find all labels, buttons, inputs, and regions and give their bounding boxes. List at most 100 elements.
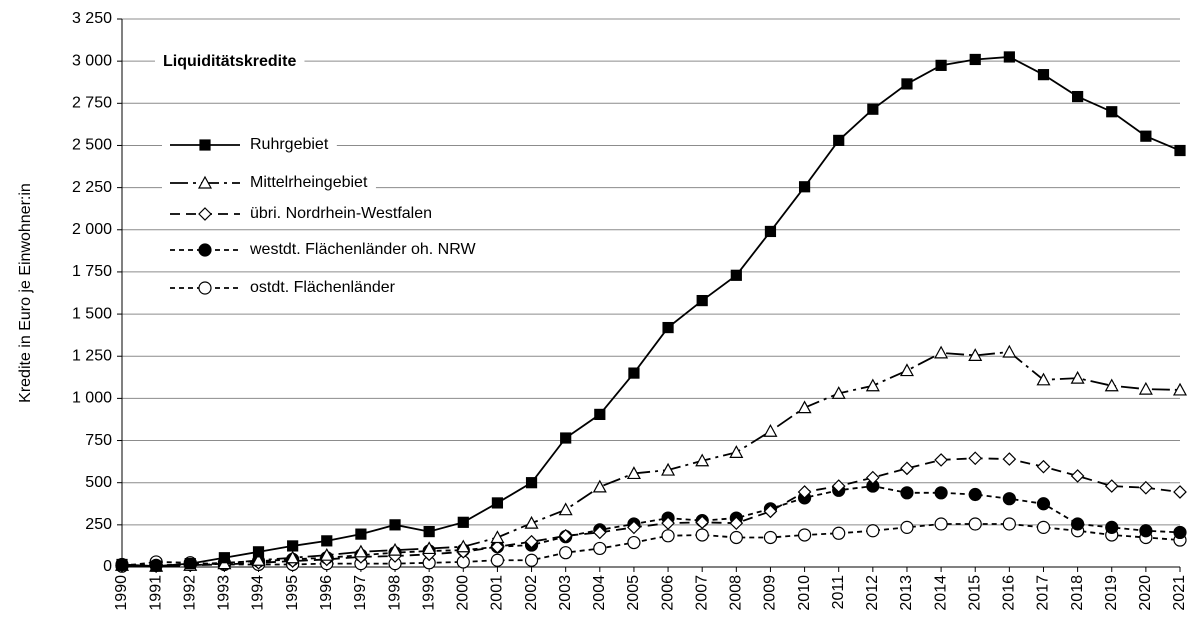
marker — [1003, 51, 1015, 63]
marker — [1139, 524, 1153, 538]
marker — [457, 516, 469, 528]
marker — [319, 547, 334, 561]
x-tick-label: 1994 — [250, 575, 267, 611]
marker — [490, 530, 505, 544]
marker — [199, 139, 211, 151]
marker — [150, 560, 162, 572]
marker — [524, 515, 539, 529]
marker — [1036, 520, 1051, 534]
marker — [592, 479, 607, 493]
x-tick-label: 2020 — [1137, 575, 1154, 611]
x-tick-label: 1991 — [147, 575, 164, 611]
marker — [729, 445, 744, 458]
marker — [1104, 479, 1119, 493]
y-tick-label: 750 — [85, 432, 112, 449]
legend-background — [242, 203, 441, 225]
marker — [491, 497, 504, 509]
marker — [934, 453, 948, 467]
marker — [900, 486, 914, 500]
x-tick-label: 1990 — [113, 575, 130, 611]
marker — [695, 515, 710, 530]
marker — [626, 466, 641, 480]
marker — [218, 552, 230, 564]
marker — [969, 53, 981, 66]
x-tick-label: 2001 — [489, 575, 506, 611]
marker — [422, 541, 437, 555]
x-tick-label: 2006 — [659, 575, 676, 611]
legend-background — [242, 172, 376, 194]
x-tick-label: 1993 — [216, 575, 233, 611]
marker — [389, 519, 401, 531]
marker — [490, 539, 505, 554]
marker — [594, 408, 606, 421]
marker — [198, 281, 212, 295]
marker — [628, 367, 640, 379]
marker — [285, 550, 300, 564]
x-tick-label: 2011 — [830, 575, 847, 610]
marker — [1002, 344, 1017, 358]
marker — [388, 542, 403, 556]
marker — [197, 175, 213, 189]
series-line — [121, 523, 1181, 568]
marker — [797, 400, 812, 414]
marker — [968, 517, 982, 531]
marker — [831, 386, 846, 399]
marker — [968, 487, 982, 502]
y-tick-label: 1 500 — [72, 305, 112, 322]
marker — [1036, 459, 1051, 474]
marker — [558, 502, 573, 516]
legend-background — [242, 277, 404, 299]
marker — [1138, 381, 1153, 395]
marker — [1174, 144, 1186, 157]
marker — [1173, 525, 1187, 540]
marker — [1002, 492, 1016, 506]
y-tick-label: 250 — [85, 516, 112, 533]
y-tick-label: 2 750 — [72, 95, 112, 112]
marker — [321, 535, 333, 547]
marker — [798, 181, 811, 193]
y-tick-label: 2 250 — [72, 179, 112, 196]
marker — [695, 528, 709, 542]
x-tick-label: 2007 — [693, 575, 710, 611]
x-tick-label: 2005 — [625, 575, 642, 611]
marker — [198, 243, 212, 257]
series-line — [121, 457, 1181, 568]
marker — [627, 535, 641, 550]
marker — [934, 517, 948, 531]
y-tick-label: 2 500 — [72, 137, 112, 154]
marker — [1106, 106, 1118, 118]
y-axis-label: Kredite in Euro je Einwohner:in — [17, 183, 34, 403]
marker — [899, 363, 914, 377]
series-line — [121, 485, 1181, 567]
y-tick-label: 3 250 — [72, 10, 112, 27]
marker — [797, 485, 812, 499]
marker — [525, 477, 538, 489]
marker — [198, 207, 212, 221]
marker — [1037, 69, 1050, 81]
legend-background — [155, 51, 305, 73]
marker — [866, 524, 880, 538]
y-tick-label: 1 250 — [72, 347, 112, 364]
marker — [524, 534, 539, 549]
marker — [729, 516, 744, 531]
x-tick-label: 2019 — [1103, 575, 1120, 611]
marker — [934, 486, 948, 500]
marker — [355, 528, 367, 540]
x-tick-label: 1999 — [420, 575, 437, 611]
marker — [558, 528, 573, 543]
marker — [900, 461, 914, 476]
marker — [1070, 469, 1085, 483]
x-tick-label: 2003 — [557, 575, 574, 611]
marker — [662, 321, 674, 334]
x-tick-label: 1996 — [318, 575, 335, 611]
marker — [592, 525, 607, 540]
marker — [934, 345, 949, 359]
marker — [490, 553, 505, 567]
marker — [456, 539, 471, 553]
marker — [1105, 520, 1119, 534]
marker — [1036, 372, 1051, 386]
y-tick-label: 1 750 — [72, 263, 112, 280]
marker — [695, 453, 710, 467]
marker — [1071, 517, 1085, 531]
marker — [1070, 370, 1085, 384]
